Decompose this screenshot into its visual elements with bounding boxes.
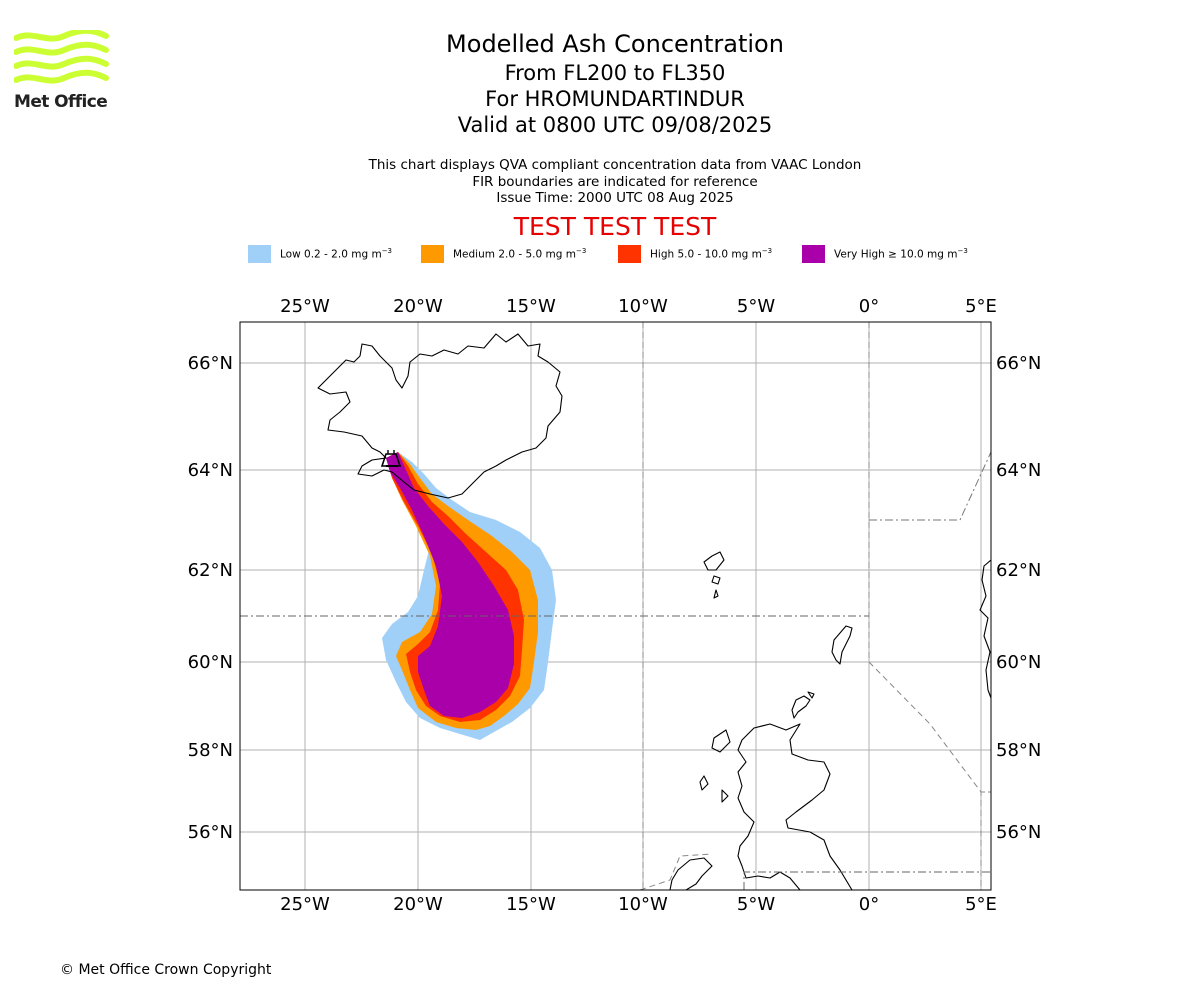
note-qva: This chart displays QVA compliant concen… — [368, 157, 862, 173]
volcano-name: For HROMUNDARTINDUR — [485, 87, 745, 111]
lon-tick-bottom: 15°W — [506, 894, 556, 915]
lat-tick-left: 56°N — [188, 822, 233, 843]
map-frame — [239, 321, 992, 891]
test-banner: TEST TEST TEST — [513, 212, 717, 241]
legend-swatch-very-high — [802, 245, 825, 263]
ireland-coastline — [669, 857, 713, 890]
copyright-notice: © Met Office Crown Copyright — [60, 962, 272, 978]
logo-text: Met Office — [14, 92, 108, 112]
ash-very-high — [386, 452, 514, 718]
legend-label-low: Low 0.2 - 2.0 mg m−3 — [280, 247, 393, 261]
lon-tick-top: 0° — [859, 296, 879, 317]
lon-tick-top: 5°W — [737, 296, 775, 317]
legend-item-very-high: Very High ≥ 10.0 mg m−3 — [802, 244, 968, 264]
lat-tick-right: 62°N — [996, 560, 1041, 581]
lon-tick-top: 15°W — [506, 296, 556, 317]
lon-tick-bottom: 5°W — [737, 894, 775, 915]
lat-tick-left: 66°N — [188, 353, 233, 374]
lon-tick-bottom: 5°E — [965, 894, 997, 915]
legend-item-medium: Medium 2.0 - 5.0 mg m−3 — [421, 244, 586, 264]
fir-boundaries — [240, 322, 991, 890]
lon-tick-bottom: 25°W — [280, 894, 330, 915]
flight-levels: From FL200 to FL350 — [504, 61, 726, 85]
lat-tick-left: 60°N — [188, 652, 233, 673]
chart-notes: This chart displays QVA compliant concen… — [240, 157, 990, 207]
met-office-wave-logo-icon — [14, 30, 109, 84]
legend-item-low: Low 0.2 - 2.0 mg m−3 — [248, 244, 392, 264]
legend-label-very-high: Very High ≥ 10.0 mg m−3 — [834, 247, 968, 261]
lon-tick-top: 5°E — [965, 296, 997, 317]
orkney-islands — [791, 691, 815, 719]
lat-tick-right: 66°N — [996, 353, 1041, 374]
legend: Low 0.2 - 2.0 mg m−3 Medium 2.0 - 5.0 mg… — [248, 244, 1008, 264]
map-gridlines — [240, 322, 991, 890]
lat-tick-right: 60°N — [996, 652, 1041, 673]
legend-item-high: High 5.0 - 10.0 mg m−3 — [618, 244, 772, 264]
lon-tick-bottom: 20°W — [393, 894, 443, 915]
lat-tick-left: 64°N — [188, 460, 233, 481]
lat-tick-left: 62°N — [188, 560, 233, 581]
lon-tick-bottom: 10°W — [618, 894, 668, 915]
chart-title-block: Modelled Ash Concentration From FL200 to… — [240, 28, 990, 138]
note-fir: FIR boundaries are indicated for referen… — [472, 173, 758, 190]
met-office-logo: Met Office — [14, 30, 110, 114]
lon-tick-top: 25°W — [280, 296, 330, 317]
legend-swatch-low — [248, 245, 271, 263]
coastlines — [317, 333, 991, 890]
chart-title: Modelled Ash Concentration — [446, 30, 784, 58]
lon-tick-top: 20°W — [393, 296, 443, 317]
shetland-islands — [831, 625, 853, 665]
note-issue-time: Issue Time: 2000 UTC 08 Aug 2025 — [496, 190, 734, 206]
valid-time: Valid at 0800 UTC 09/08/2025 — [457, 113, 773, 137]
lon-tick-bottom: 0° — [859, 894, 879, 915]
legend-swatch-medium — [421, 245, 444, 263]
legend-swatch-high — [618, 245, 641, 263]
lon-tick-top: 10°W — [618, 296, 668, 317]
legend-label-medium: Medium 2.0 - 5.0 mg m−3 — [453, 247, 587, 261]
norway-coastline — [979, 559, 991, 699]
faroe-islands — [703, 551, 725, 599]
lat-tick-left: 58°N — [188, 740, 233, 761]
lat-tick-right: 56°N — [996, 822, 1041, 843]
iceland-coastline — [317, 333, 563, 499]
lat-tick-right: 64°N — [996, 460, 1041, 481]
lat-tick-right: 58°N — [996, 740, 1041, 761]
volcano-marker-icon — [380, 450, 402, 467]
legend-label-high: High 5.0 - 10.0 mg m−3 — [650, 247, 773, 261]
scotland-coastline — [699, 723, 853, 890]
